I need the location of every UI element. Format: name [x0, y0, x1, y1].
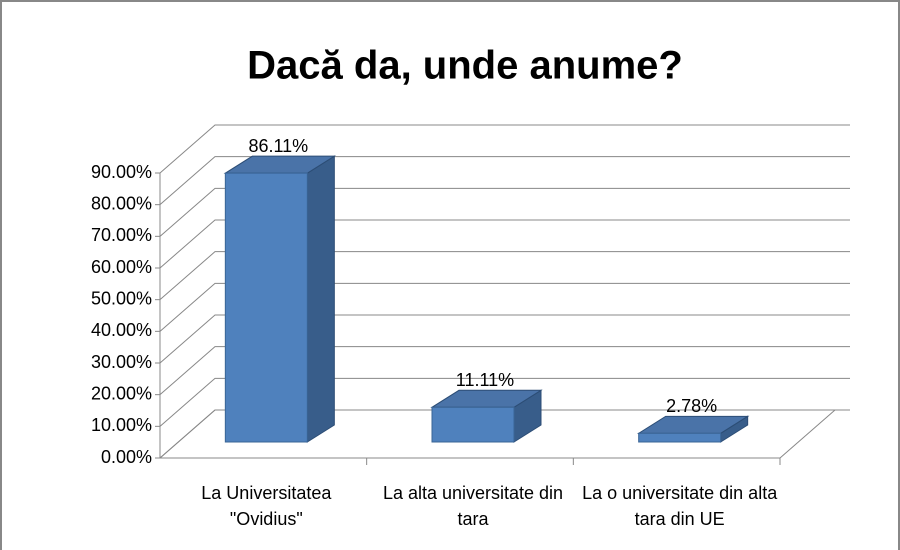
data-label: 2.78%	[666, 396, 717, 416]
y-tick-label: 20.00%	[91, 383, 152, 403]
y-tick-label: 40.00%	[91, 320, 152, 340]
x-tick-label: La Universitatea "Ovidius"	[201, 483, 332, 529]
y-tick-label: 0.00%	[101, 447, 152, 467]
bar-side	[306, 155, 335, 443]
grid-line	[159, 156, 850, 206]
grid-line	[159, 409, 850, 459]
grid-line	[159, 251, 850, 301]
data-label: 86.11%	[248, 136, 308, 156]
grid-line	[159, 377, 850, 427]
grid-line	[159, 314, 850, 364]
grid-line	[159, 219, 850, 269]
y-tick-label: 30.00%	[91, 352, 152, 372]
data-label: 11.11%	[456, 370, 514, 390]
y-tick-label: 80.00%	[91, 193, 152, 213]
grid-line	[159, 187, 850, 237]
grid-line	[159, 124, 850, 174]
x-tick-label: La alta universitate din tara	[382, 483, 564, 529]
x-tick-label: La o universitate din alta tara din UE	[582, 483, 778, 529]
bar	[224, 172, 308, 443]
chart-title: Dacă da, unde anume?	[247, 44, 683, 88]
grid-line	[159, 346, 850, 396]
grid-line	[159, 282, 850, 332]
bar	[638, 432, 722, 443]
y-tick-label: 90.00%	[91, 162, 152, 182]
y-tick-label: 70.00%	[91, 225, 152, 245]
y-tick-label: 10.00%	[91, 415, 152, 435]
y-tick-label: 60.00%	[91, 257, 152, 277]
bar	[431, 406, 515, 443]
y-tick-label: 50.00%	[91, 288, 152, 308]
